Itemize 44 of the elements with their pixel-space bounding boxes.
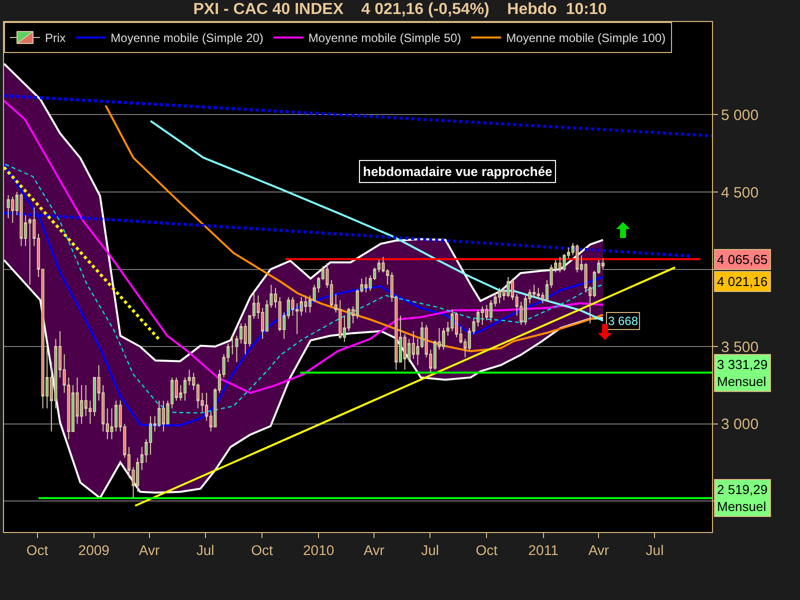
x-tick-label: Avr <box>364 542 385 558</box>
candlestick <box>480 306 484 326</box>
x-tick-label: 2010 <box>303 542 334 558</box>
line-series <box>150 120 604 322</box>
y-tick-label: 5 000 <box>721 106 759 124</box>
annotation: hebdomadaire vue rapprochée <box>363 164 552 179</box>
x-tick-label: Avr <box>588 542 610 558</box>
legend-label: Moyenne mobile (Simple 100) <box>506 31 666 46</box>
candlestick <box>158 400 161 428</box>
legend-label: Prix <box>45 31 66 46</box>
x-tick-label: Oct <box>476 542 498 558</box>
text: 4 021,16 <box>717 274 768 289</box>
candlestick <box>576 244 579 273</box>
x-tick-label: Oct <box>251 542 273 558</box>
x-tick-label: Jul <box>646 542 664 558</box>
candlestick <box>6 194 10 219</box>
x-tick-label: 2009 <box>78 542 110 558</box>
y-tick-label: 4 500 <box>721 184 759 202</box>
line-series <box>104 104 604 352</box>
data-label: 3 331,29 Mensuel <box>717 357 768 389</box>
line-series <box>4 62 604 362</box>
x-tick-label: 2011 <box>528 542 559 558</box>
x-tick-label: Jul <box>421 542 439 558</box>
candlestick <box>601 258 605 270</box>
candlestick <box>304 295 308 314</box>
y-tick-label: 3 500 <box>721 338 759 356</box>
x-tick-label: Jul <box>196 542 214 558</box>
candlestick <box>364 276 368 293</box>
x-tick-label: Oct <box>26 542 48 558</box>
candlestick <box>20 193 23 247</box>
y-tick-label: 3 000 <box>721 416 759 434</box>
data-label: 4 065,65 <box>717 252 768 267</box>
line-series <box>4 100 604 394</box>
legend-label: Moyenne mobile (Simple 50) <box>308 31 462 46</box>
candlestick <box>506 276 510 298</box>
chart-title: PXI - CAC 40 INDEX 4 021,16 (-0,54%) Hebdo 10:10 <box>193 1 607 18</box>
candlestick <box>485 304 488 321</box>
data-label: 2 519,29 Mensuel <box>717 482 768 514</box>
candlestick <box>11 196 14 224</box>
candlestick <box>162 400 166 432</box>
legend-label: Moyenne mobile (Simple 20) <box>110 31 264 46</box>
line-series <box>4 259 604 499</box>
data-label: 3 668 <box>608 314 638 328</box>
x-tick-label: Avr <box>138 542 160 558</box>
